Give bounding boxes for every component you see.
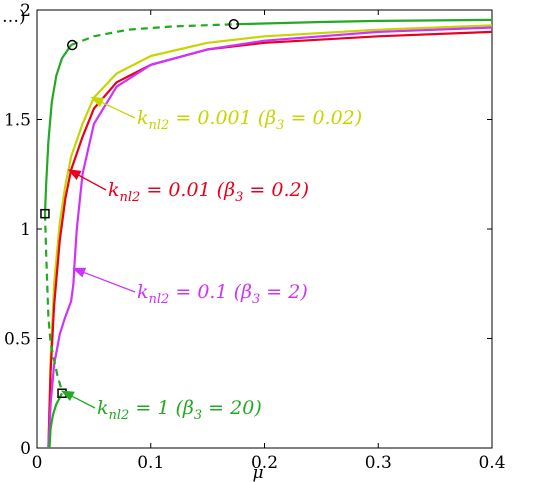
series-line [236,18,493,26]
y-tick-label: 1.5 [4,111,31,131]
annotation-arrow [90,97,136,119]
y-tick-label: 0.5 [4,330,31,350]
bifurcation-circle-marker [228,18,240,30]
series-line [47,30,493,449]
x-tick-label: 0.4 [478,453,505,473]
y-tick-label: 0 [20,439,31,459]
x-tick-label: 0.1 [137,453,164,473]
axis-ticks: 0 0.1 0.2 0.3 0.4 0 0.5 1 1.5 2 [4,1,506,473]
annotation-label: knl2 = 0.001 (β3 = 0.02) [137,107,362,133]
annotation-arrow [67,169,107,191]
y-axis-label: …) [2,7,26,27]
series-line [47,26,493,449]
bifurcation-square-marker [57,388,67,398]
series-line [48,392,63,449]
bifurcation-square-marker [40,208,50,219]
bifurcation-circle-marker [67,39,78,51]
x-axis-label: μ [252,463,263,482]
annotation-label: knl2 = 0.01 (β3 = 0.2) [108,179,309,205]
series-line [70,23,237,47]
annotation-label: knl2 = 0.1 (β3 = 2) [137,281,308,307]
series-line [47,24,493,449]
y-tick-label: 2 [20,1,31,21]
x-tick-label: 0.3 [365,453,392,473]
plot-frame [36,9,493,449]
x-tick-label: 0.2 [251,453,278,473]
series-line [43,44,73,214]
annotation-arrow [60,390,96,409]
series-line [43,213,64,392]
marker-layer [40,18,240,398]
annotation-arrow [72,267,136,293]
y-tick-label: 1 [20,220,31,240]
annotation-layer: knl2 = 0.001 (β3 = 0.02) knl2 = 0.01 (β3 … [60,97,362,423]
x-tick-label: 0 [32,453,43,473]
series-layer [43,18,493,449]
annotation-label: knl2 = 1 (β3 = 20) [97,397,262,423]
